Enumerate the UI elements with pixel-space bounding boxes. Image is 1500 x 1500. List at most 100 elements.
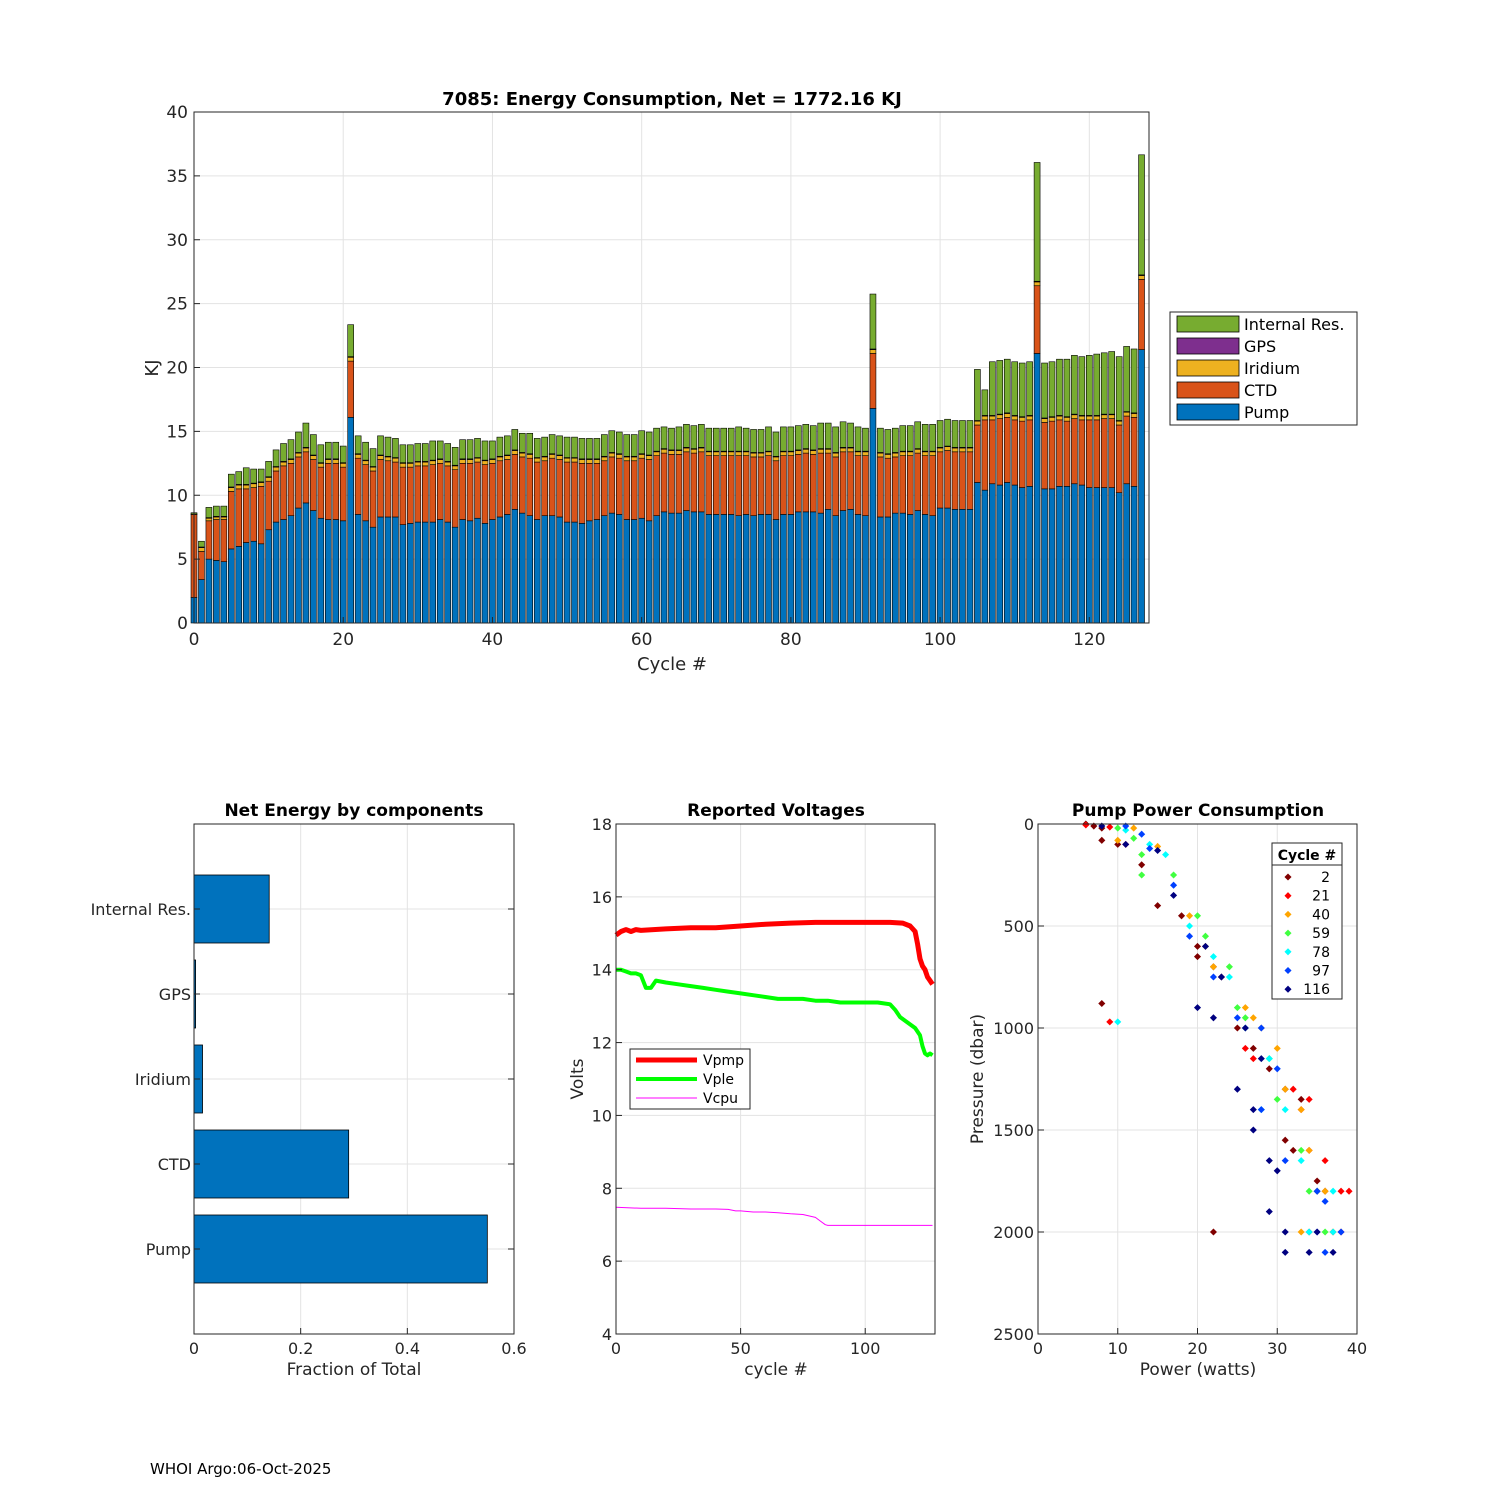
- pump-point-cycle-59: [1130, 834, 1138, 842]
- energy-bar-internal-res: [690, 425, 698, 449]
- energy-bar-ctd: [712, 455, 720, 515]
- energy-bar-iridium: [518, 452, 526, 458]
- energy-bar-ctd: [750, 456, 757, 516]
- energy-bar-internal-res: [809, 425, 817, 451]
- pump-point-cycle-59: [1138, 851, 1146, 859]
- pump-point-cycle-40: [1130, 824, 1138, 832]
- energy-bar-iridium: [802, 448, 810, 454]
- energy-bar-pump: [392, 516, 399, 624]
- energy-legend-label: Iridium: [1244, 359, 1300, 378]
- pump-point-cycle-40: [1209, 963, 1217, 971]
- pump-y-tick-label: 0: [1024, 815, 1034, 834]
- voltages-y-tick-label: 12: [592, 1034, 612, 1053]
- energy-bar-pump: [489, 519, 496, 624]
- energy-bar-pump: [362, 520, 369, 624]
- energy-bar-iridium: [936, 447, 944, 453]
- energy-bar-iridium: [824, 448, 832, 454]
- energy-bar-internal-res: [332, 441, 340, 460]
- energy-bar-iridium: [1048, 417, 1056, 422]
- pump-x-tick-label: 0: [1033, 1339, 1043, 1358]
- energy-bar-iridium: [242, 484, 250, 490]
- energy-bar-internal-res: [608, 430, 616, 453]
- energy-bar-iridium: [392, 457, 399, 463]
- energy-bar-ctd: [1041, 422, 1048, 490]
- energy-bar-pump: [436, 519, 444, 624]
- energy-bar-internal-res: [518, 432, 526, 453]
- energy-bar-ctd: [518, 456, 526, 514]
- energy-bar-internal-res: [712, 427, 720, 452]
- energy-bar-pump: [563, 521, 571, 624]
- energy-bar-internal-res: [541, 436, 548, 457]
- energy-bar-ctd: [265, 480, 272, 531]
- energy-bar-iridium: [198, 547, 205, 552]
- energy-bar-internal-res: [914, 421, 921, 449]
- energy-bar-pump: [712, 514, 720, 624]
- energy-bar-pump: [310, 510, 317, 624]
- energy-bar-iridium: [541, 456, 548, 462]
- pump-point-cycle-40: [1185, 912, 1194, 920]
- energy-bar-pump: [989, 483, 996, 624]
- pump-point-cycle-2: [1249, 1044, 1257, 1052]
- energy-bar-internal-res: [481, 440, 489, 461]
- energy-bar-iridium: [220, 516, 228, 520]
- energy-bar-internal-res: [242, 467, 250, 485]
- energy-bar-internal-res: [563, 436, 571, 458]
- energy-bar-internal-res: [205, 507, 213, 518]
- energy-bar-internal-res: [1003, 358, 1011, 414]
- energy-bar-ctd: [854, 455, 862, 515]
- energy-bar-pump: [280, 519, 287, 624]
- energy-bar-pump: [660, 511, 668, 624]
- pump-y-tick-label: 1000: [993, 1019, 1034, 1038]
- voltages-x-label: cycle #: [744, 1360, 808, 1380]
- energy-bar-pump: [720, 514, 728, 624]
- voltages-axes-box: [615, 823, 936, 1335]
- pump-point-cycle-2: [1098, 999, 1106, 1008]
- energy-bar-internal-res: [802, 424, 810, 449]
- energy-y-tick-label: 10: [166, 486, 188, 506]
- energy-bar-pump: [959, 509, 966, 624]
- energy-bar-iridium: [989, 415, 996, 421]
- energy-bar-internal-res: [981, 389, 989, 416]
- energy-bar-ctd: [660, 452, 668, 513]
- energy-bar-pump: [690, 511, 698, 624]
- energy-bar-ctd: [630, 460, 638, 520]
- energy-bar-internal-res: [422, 443, 429, 462]
- energy-bar-iridium: [287, 459, 295, 464]
- energy-bar-iridium: [571, 457, 578, 463]
- energy-bar-iridium: [399, 463, 407, 468]
- energy-bar-ctd: [772, 460, 780, 520]
- energy-bar-ctd: [989, 419, 996, 485]
- energy-bar-pump: [787, 514, 795, 624]
- energy-bar-internal-res: [1056, 358, 1063, 416]
- energy-legend-swatch: [1176, 337, 1240, 355]
- energy-bar-iridium: [727, 451, 735, 456]
- energy-bar-ctd: [1100, 418, 1108, 488]
- energy-bar-internal-res: [1011, 361, 1018, 416]
- energy-bar-internal-res: [496, 436, 504, 457]
- energy-bar-ctd: [310, 459, 317, 511]
- energy-bar-iridium: [325, 459, 332, 464]
- energy-bar-pump: [1130, 486, 1138, 624]
- voltages-legend-label: Vple: [703, 1072, 734, 1088]
- energy-bar-internal-res: [511, 429, 519, 451]
- energy-bar-ctd: [884, 457, 892, 518]
- energy-bar-iridium: [414, 461, 422, 467]
- energy-bar-internal-res: [265, 461, 272, 478]
- energy-bar-pump: [705, 514, 713, 624]
- energy-bar-pump: [459, 519, 466, 624]
- energy-bar-internal-res: [1063, 358, 1071, 417]
- pump-point-cycle-116: [1122, 840, 1130, 848]
- pump-point-cycle-2: [1193, 942, 1202, 950]
- pump-point-cycle-97: [1337, 1228, 1345, 1236]
- pump-point-cycle-40: [1241, 1004, 1249, 1012]
- pump-point-cycle-59: [1273, 1095, 1281, 1103]
- energy-bar-iridium: [877, 452, 884, 458]
- energy-bar-pump: [921, 514, 929, 624]
- energy-bar-pump: [601, 515, 608, 624]
- energy-bar-iridium: [959, 447, 966, 453]
- energy-bar-iridium: [660, 448, 668, 454]
- energy-bar-pump: [1026, 486, 1033, 624]
- energy-bar-internal-res: [996, 360, 1004, 415]
- energy-bar-ctd: [877, 456, 884, 518]
- energy-bar-pump: [399, 524, 407, 624]
